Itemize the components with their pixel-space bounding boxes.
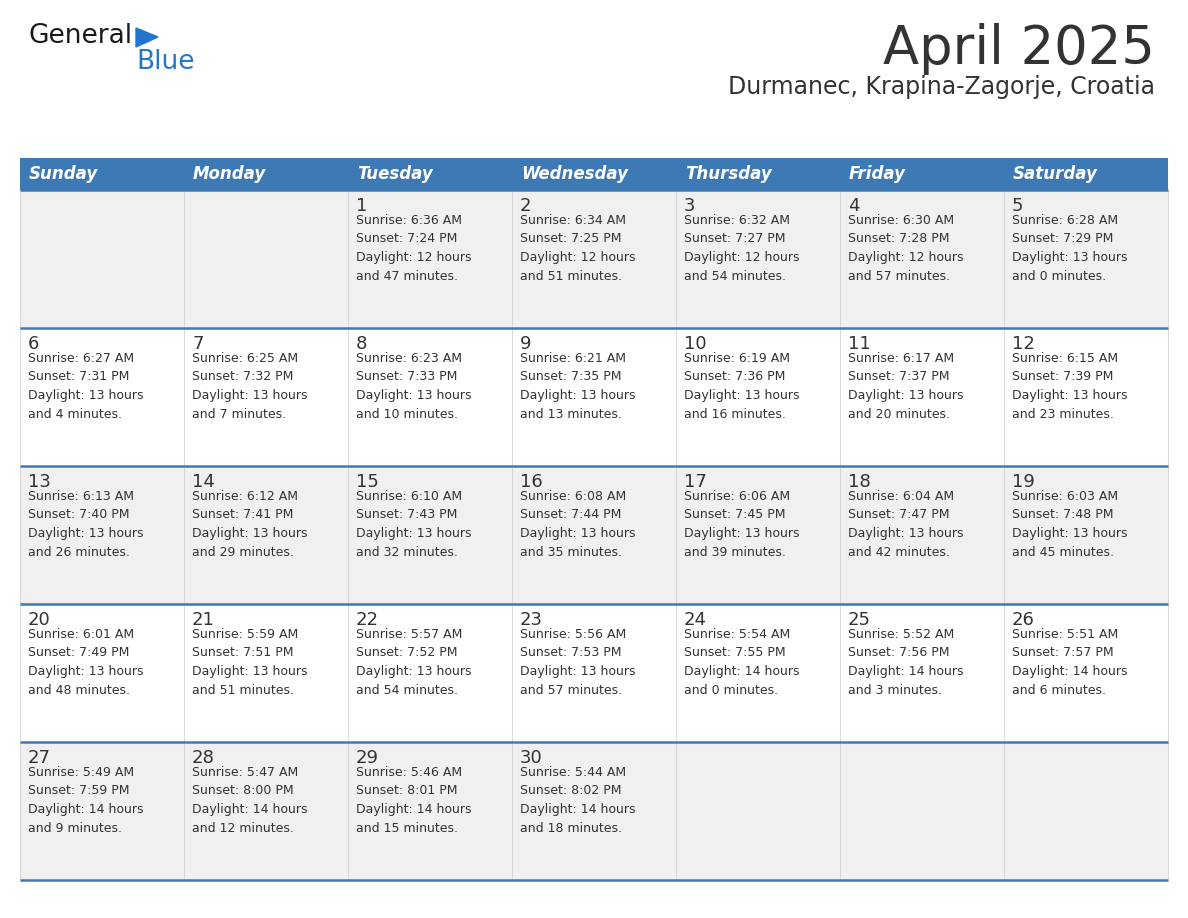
Bar	[20, 190, 1168, 328]
Text: Sunrise: 6:23 AM
Sunset: 7:33 PM
Daylight: 13 hours
and 10 minutes.: Sunrise: 6:23 AM Sunset: 7:33 PM Dayligh…	[356, 352, 472, 420]
Bar	[20, 158, 184, 190]
Text: Sunday: Sunday	[29, 165, 99, 183]
Text: Sunrise: 6:08 AM
Sunset: 7:44 PM
Daylight: 13 hours
and 35 minutes.: Sunrise: 6:08 AM Sunset: 7:44 PM Dayligh…	[520, 490, 636, 558]
Text: Sunrise: 6:32 AM
Sunset: 7:27 PM
Daylight: 12 hours
and 54 minutes.: Sunrise: 6:32 AM Sunset: 7:27 PM Dayligh…	[684, 214, 800, 283]
Text: 27: 27	[29, 749, 51, 767]
Text: Sunrise: 6:17 AM
Sunset: 7:37 PM
Daylight: 13 hours
and 20 minutes.: Sunrise: 6:17 AM Sunset: 7:37 PM Dayligh…	[848, 352, 963, 420]
Text: Sunrise: 5:57 AM
Sunset: 7:52 PM
Daylight: 13 hours
and 54 minutes.: Sunrise: 5:57 AM Sunset: 7:52 PM Dayligh…	[356, 628, 472, 697]
Bar	[20, 328, 1168, 466]
Text: Saturday: Saturday	[1013, 165, 1098, 183]
Text: Tuesday: Tuesday	[358, 165, 432, 183]
Text: Sunrise: 6:01 AM
Sunset: 7:49 PM
Daylight: 13 hours
and 48 minutes.: Sunrise: 6:01 AM Sunset: 7:49 PM Dayligh…	[29, 628, 144, 697]
Bar	[676, 158, 840, 190]
Text: 2: 2	[520, 197, 531, 215]
Text: 9: 9	[520, 335, 531, 353]
Text: 24: 24	[684, 611, 707, 629]
Text: Sunrise: 5:51 AM
Sunset: 7:57 PM
Daylight: 14 hours
and 6 minutes.: Sunrise: 5:51 AM Sunset: 7:57 PM Dayligh…	[1012, 628, 1127, 697]
Bar	[20, 604, 1168, 742]
Text: Sunrise: 5:54 AM
Sunset: 7:55 PM
Daylight: 14 hours
and 0 minutes.: Sunrise: 5:54 AM Sunset: 7:55 PM Dayligh…	[684, 628, 800, 697]
Text: Blue: Blue	[135, 49, 195, 75]
Text: Friday: Friday	[849, 165, 906, 183]
Text: 30: 30	[520, 749, 543, 767]
Text: Sunrise: 6:30 AM
Sunset: 7:28 PM
Daylight: 12 hours
and 57 minutes.: Sunrise: 6:30 AM Sunset: 7:28 PM Dayligh…	[848, 214, 963, 283]
Text: 3: 3	[684, 197, 695, 215]
Text: 16: 16	[520, 473, 543, 491]
Bar	[184, 158, 348, 190]
Bar	[20, 466, 1168, 604]
Bar	[512, 158, 676, 190]
Text: Wednesday: Wednesday	[522, 165, 628, 183]
Text: 13: 13	[29, 473, 51, 491]
Text: Sunrise: 6:34 AM
Sunset: 7:25 PM
Daylight: 12 hours
and 51 minutes.: Sunrise: 6:34 AM Sunset: 7:25 PM Dayligh…	[520, 214, 636, 283]
Text: 21: 21	[192, 611, 215, 629]
Text: 5: 5	[1012, 197, 1024, 215]
Text: 14: 14	[192, 473, 215, 491]
Text: 4: 4	[848, 197, 859, 215]
Text: Sunrise: 6:28 AM
Sunset: 7:29 PM
Daylight: 13 hours
and 0 minutes.: Sunrise: 6:28 AM Sunset: 7:29 PM Dayligh…	[1012, 214, 1127, 283]
Text: 19: 19	[1012, 473, 1035, 491]
Text: Monday: Monday	[192, 165, 266, 183]
Text: Thursday: Thursday	[685, 165, 772, 183]
Text: Sunrise: 6:19 AM
Sunset: 7:36 PM
Daylight: 13 hours
and 16 minutes.: Sunrise: 6:19 AM Sunset: 7:36 PM Dayligh…	[684, 352, 800, 420]
Text: Sunrise: 6:27 AM
Sunset: 7:31 PM
Daylight: 13 hours
and 4 minutes.: Sunrise: 6:27 AM Sunset: 7:31 PM Dayligh…	[29, 352, 144, 420]
Text: Sunrise: 6:25 AM
Sunset: 7:32 PM
Daylight: 13 hours
and 7 minutes.: Sunrise: 6:25 AM Sunset: 7:32 PM Dayligh…	[192, 352, 308, 420]
Text: April 2025: April 2025	[883, 23, 1155, 75]
Text: Sunrise: 6:21 AM
Sunset: 7:35 PM
Daylight: 13 hours
and 13 minutes.: Sunrise: 6:21 AM Sunset: 7:35 PM Dayligh…	[520, 352, 636, 420]
Bar	[20, 742, 1168, 880]
Text: Sunrise: 5:49 AM
Sunset: 7:59 PM
Daylight: 14 hours
and 9 minutes.: Sunrise: 5:49 AM Sunset: 7:59 PM Dayligh…	[29, 766, 144, 834]
Text: Sunrise: 6:36 AM
Sunset: 7:24 PM
Daylight: 12 hours
and 47 minutes.: Sunrise: 6:36 AM Sunset: 7:24 PM Dayligh…	[356, 214, 472, 283]
Text: 18: 18	[848, 473, 871, 491]
Text: 25: 25	[848, 611, 871, 629]
Text: 12: 12	[1012, 335, 1035, 353]
Text: Sunrise: 6:12 AM
Sunset: 7:41 PM
Daylight: 13 hours
and 29 minutes.: Sunrise: 6:12 AM Sunset: 7:41 PM Dayligh…	[192, 490, 308, 558]
Text: Sunrise: 6:15 AM
Sunset: 7:39 PM
Daylight: 13 hours
and 23 minutes.: Sunrise: 6:15 AM Sunset: 7:39 PM Dayligh…	[1012, 352, 1127, 420]
Text: General: General	[29, 23, 132, 49]
Text: Sunrise: 6:13 AM
Sunset: 7:40 PM
Daylight: 13 hours
and 26 minutes.: Sunrise: 6:13 AM Sunset: 7:40 PM Dayligh…	[29, 490, 144, 558]
Text: Sunrise: 5:59 AM
Sunset: 7:51 PM
Daylight: 13 hours
and 51 minutes.: Sunrise: 5:59 AM Sunset: 7:51 PM Dayligh…	[192, 628, 308, 697]
Text: 10: 10	[684, 335, 707, 353]
Text: 7: 7	[192, 335, 203, 353]
Text: 29: 29	[356, 749, 379, 767]
Bar	[1004, 158, 1168, 190]
Text: Sunrise: 5:52 AM
Sunset: 7:56 PM
Daylight: 14 hours
and 3 minutes.: Sunrise: 5:52 AM Sunset: 7:56 PM Dayligh…	[848, 628, 963, 697]
Text: Sunrise: 5:56 AM
Sunset: 7:53 PM
Daylight: 13 hours
and 57 minutes.: Sunrise: 5:56 AM Sunset: 7:53 PM Dayligh…	[520, 628, 636, 697]
Text: Sunrise: 6:10 AM
Sunset: 7:43 PM
Daylight: 13 hours
and 32 minutes.: Sunrise: 6:10 AM Sunset: 7:43 PM Dayligh…	[356, 490, 472, 558]
Text: 28: 28	[192, 749, 215, 767]
Text: 8: 8	[356, 335, 367, 353]
Text: 17: 17	[684, 473, 707, 491]
Text: Sunrise: 5:47 AM
Sunset: 8:00 PM
Daylight: 14 hours
and 12 minutes.: Sunrise: 5:47 AM Sunset: 8:00 PM Dayligh…	[192, 766, 308, 834]
Text: 1: 1	[356, 197, 367, 215]
Text: Durmanec, Krapina-Zagorje, Croatia: Durmanec, Krapina-Zagorje, Croatia	[728, 75, 1155, 99]
Text: Sunrise: 6:06 AM
Sunset: 7:45 PM
Daylight: 13 hours
and 39 minutes.: Sunrise: 6:06 AM Sunset: 7:45 PM Dayligh…	[684, 490, 800, 558]
Text: 11: 11	[848, 335, 871, 353]
Bar	[840, 158, 1004, 190]
Text: 26: 26	[1012, 611, 1035, 629]
Text: Sunrise: 5:46 AM
Sunset: 8:01 PM
Daylight: 14 hours
and 15 minutes.: Sunrise: 5:46 AM Sunset: 8:01 PM Dayligh…	[356, 766, 472, 834]
Polygon shape	[135, 28, 158, 47]
Text: Sunrise: 6:03 AM
Sunset: 7:48 PM
Daylight: 13 hours
and 45 minutes.: Sunrise: 6:03 AM Sunset: 7:48 PM Dayligh…	[1012, 490, 1127, 558]
Text: 22: 22	[356, 611, 379, 629]
Text: 20: 20	[29, 611, 51, 629]
Bar	[348, 158, 512, 190]
Text: Sunrise: 6:04 AM
Sunset: 7:47 PM
Daylight: 13 hours
and 42 minutes.: Sunrise: 6:04 AM Sunset: 7:47 PM Dayligh…	[848, 490, 963, 558]
Text: Sunrise: 5:44 AM
Sunset: 8:02 PM
Daylight: 14 hours
and 18 minutes.: Sunrise: 5:44 AM Sunset: 8:02 PM Dayligh…	[520, 766, 636, 834]
Text: 6: 6	[29, 335, 39, 353]
Text: 15: 15	[356, 473, 379, 491]
Text: 23: 23	[520, 611, 543, 629]
